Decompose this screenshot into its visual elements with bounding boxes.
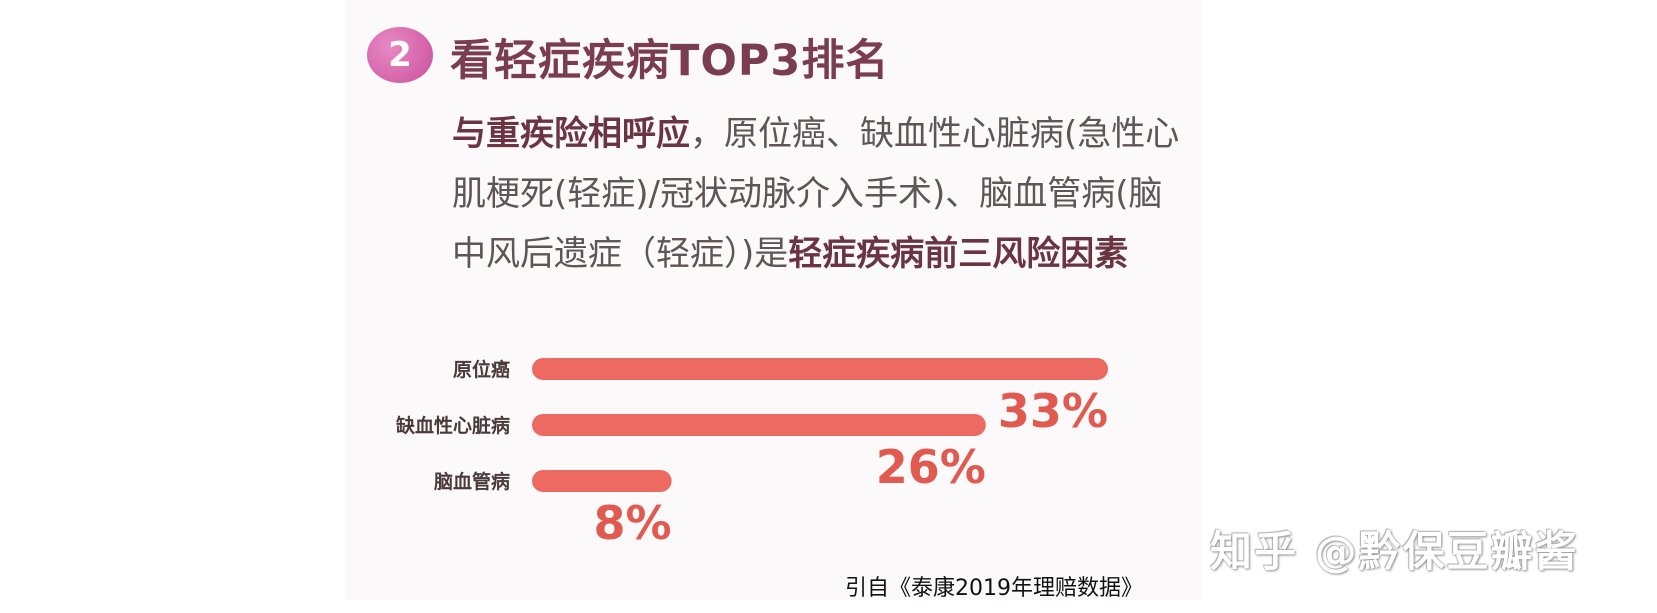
watermark: 知乎 @黔保豆瓣酱 — [1210, 527, 1579, 576]
section-heading: 看轻症疾病TOP3排名 — [450, 36, 890, 86]
description-line-1: 与重疾险相呼应，原位癌、缺血性心脏病(急性心 — [452, 104, 1192, 164]
description-line-3-normal: 中风后遗症（轻症）)是 — [452, 234, 789, 274]
description-text: 与重疾险相呼应，原位癌、缺血性心脏病(急性心 肌梗死(轻症)/冠状动脉介入手术)… — [452, 104, 1192, 284]
description-conclusion: 轻症疾病前三风险因素 — [788, 234, 1129, 274]
description-line-2: 肌梗死(轻症)/冠状动脉介入手术)、脑血管病(脑 — [452, 174, 1163, 214]
bar — [532, 470, 672, 492]
category-label: 原位癌 — [453, 358, 510, 381]
value-label: 8% — [594, 496, 672, 550]
category-label: 脑血管病 — [433, 470, 510, 493]
bar — [532, 358, 1108, 380]
bar — [532, 414, 986, 436]
section-number: 2 — [388, 35, 412, 75]
value-label: 26% — [876, 440, 986, 494]
category-label: 缺血性心脏病 — [396, 414, 510, 437]
description-line-1-rest: ，原位癌、缺血性心脏病(急性心 — [690, 114, 1180, 154]
section-number-badge: 2 — [367, 27, 433, 83]
infographic-panel — [345, 0, 1202, 600]
description-line-3: 中风后遗症（轻症）)是轻症疾病前三风险因素 — [452, 224, 1192, 284]
description-emphasis: 与重疾险相呼应 — [452, 114, 690, 154]
source-note: 引自《泰康2019年理赔数据》 — [845, 576, 1143, 601]
value-label: 33% — [998, 384, 1108, 438]
